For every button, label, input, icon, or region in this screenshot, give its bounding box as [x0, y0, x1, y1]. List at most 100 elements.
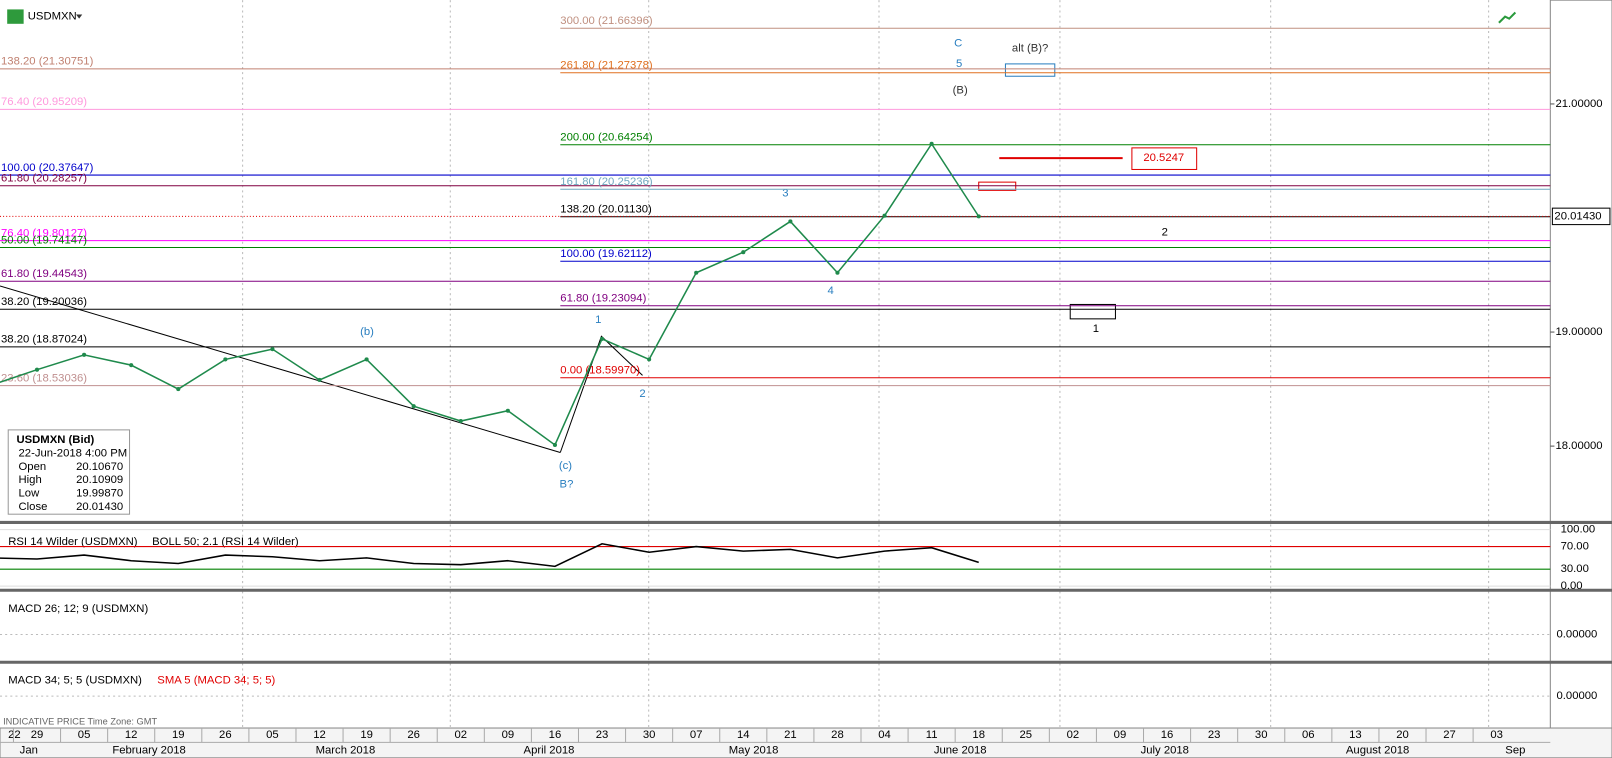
indicator-title[interactable]: RSI 14 Wilder (USDMXN): [8, 536, 138, 548]
callout-box: [1131, 147, 1198, 170]
price-point: [176, 387, 181, 392]
month-label: May 2018: [729, 745, 779, 757]
month-label: February 2018: [112, 745, 185, 757]
x-tick-label: 29: [31, 729, 44, 741]
wave-label: alt (B)?: [1012, 42, 1048, 54]
wave-label: C: [954, 37, 962, 49]
info-box-bg: [7, 429, 131, 515]
x-tick-label: 09: [502, 729, 515, 741]
x-tick-label: 25: [1020, 729, 1033, 741]
info-value: 20.01430: [76, 501, 123, 513]
fib-label: 200.00 (20.64254): [560, 132, 653, 144]
fib-label: 50.00 (19.74147): [1, 234, 87, 246]
fib-label: 23.60 (18.53036): [1, 372, 87, 384]
x-tick-label: 20: [1396, 729, 1409, 741]
month-label: Sep: [1505, 745, 1525, 757]
x-tick-label: 27: [1443, 729, 1456, 741]
indicator-title[interactable]: SMA 5 (MACD 34; 5; 5): [157, 675, 275, 687]
price-point: [552, 442, 558, 448]
fib-label: 138.20 (20.01130): [560, 204, 652, 216]
info-label: High: [19, 474, 42, 486]
indicator-title[interactable]: MACD 26; 12; 9 (USDMXN): [8, 603, 148, 615]
price-point: [411, 404, 416, 409]
x-tick-label: 16: [549, 729, 562, 741]
rsi-tick-label: 0.00: [1561, 580, 1583, 592]
price-point: [599, 336, 605, 341]
x-tick-label: 03: [1490, 729, 1503, 741]
fib-label: 300.00 (21.66396): [560, 15, 653, 27]
month-label: June 2018: [934, 745, 987, 757]
y-tick-label: 18.00000: [1555, 440, 1602, 452]
x-tick-label: 23: [596, 729, 609, 741]
fib-label: 100.00 (19.62112): [560, 248, 652, 260]
symbol-icon[interactable]: [7, 9, 24, 24]
x-tick-label: 14: [737, 729, 750, 741]
wave-label: 1: [1093, 323, 1099, 335]
trendline: [0, 285, 561, 453]
fib-label: 61.80 (19.44543): [1, 268, 87, 280]
info-label: Open: [19, 461, 47, 473]
price-point: [82, 352, 87, 357]
wave-label: B?: [560, 478, 574, 490]
price-axis: [1549, 0, 1612, 758]
info-value: 20.10909: [76, 474, 123, 486]
rsi-tick-label: 30.00: [1561, 563, 1589, 575]
price-point: [741, 250, 746, 255]
x-tick-label: 19: [360, 729, 373, 741]
trendline: [559, 335, 643, 453]
x-tick-label: 18: [972, 729, 985, 741]
x-tick-label: 13: [1349, 729, 1362, 741]
wave-label: 3: [782, 187, 788, 199]
x-tick-label: 23: [1208, 729, 1221, 741]
info-label: Close: [19, 501, 48, 513]
price-point: [34, 367, 40, 372]
wave-label: 2: [639, 388, 645, 400]
price-point: [364, 357, 369, 362]
wave-label: 2: [1162, 226, 1168, 238]
x-tick-label: 05: [78, 729, 91, 741]
x-tick-label: 21: [784, 729, 797, 741]
price-point: [223, 357, 228, 362]
fib-label: 38.20 (19.20036): [1, 296, 87, 308]
month-label: April 2018: [524, 745, 575, 757]
x-tick-label: 02: [1067, 729, 1080, 741]
month-label: August 2018: [1346, 745, 1409, 757]
dropdown[interactable]: [76, 14, 83, 19]
price-point: [694, 270, 699, 275]
x-tick-label: 06: [1302, 729, 1315, 741]
x-tick-label: 12: [313, 729, 326, 741]
fib-label: 76.40 (19.80127): [1, 227, 87, 239]
trend-icon[interactable]: [1498, 11, 1517, 24]
info-title: USDMXN (Bid): [16, 434, 94, 446]
info-label: Low: [19, 488, 41, 500]
x-tick-label: 07: [690, 729, 703, 741]
last-price-label: 20.01430: [1554, 210, 1601, 222]
symbol[interactable]: USDMXN: [28, 11, 77, 23]
x-tick-label: 02: [454, 729, 467, 741]
x-tick-label: 22: [8, 729, 21, 741]
price-point: [317, 377, 322, 383]
month-label: March 2018: [316, 745, 376, 757]
y-tick-label: 21.00000: [1555, 98, 1602, 110]
macd-tick-label: 0.00000: [1556, 628, 1597, 640]
x-tick-label: 30: [1255, 729, 1268, 741]
callout-label: 20.5247: [1143, 152, 1184, 164]
price-point: [647, 357, 652, 362]
indicator-title[interactable]: BOLL 50; 2.1 (RSI 14 Wilder): [152, 536, 299, 548]
price-line: [0, 142, 980, 447]
info-value: 19.99870: [76, 488, 123, 500]
fib-label: 38.20 (18.87024): [1, 334, 87, 346]
x-tick-label: 26: [407, 729, 420, 741]
x-tick-label: 28: [831, 729, 844, 741]
price-point: [270, 347, 275, 352]
fib-label: 61.80 (20.28257): [1, 173, 87, 185]
x-tick-label: 11: [926, 729, 938, 741]
x-tick-label: 04: [878, 729, 891, 741]
fib-label: 138.20 (21.30751): [1, 56, 94, 68]
target-box: [1069, 303, 1116, 320]
indicator-title[interactable]: MACD 34; 5; 5 (USDMXN): [8, 675, 142, 687]
month-label: Jan: [20, 745, 38, 757]
